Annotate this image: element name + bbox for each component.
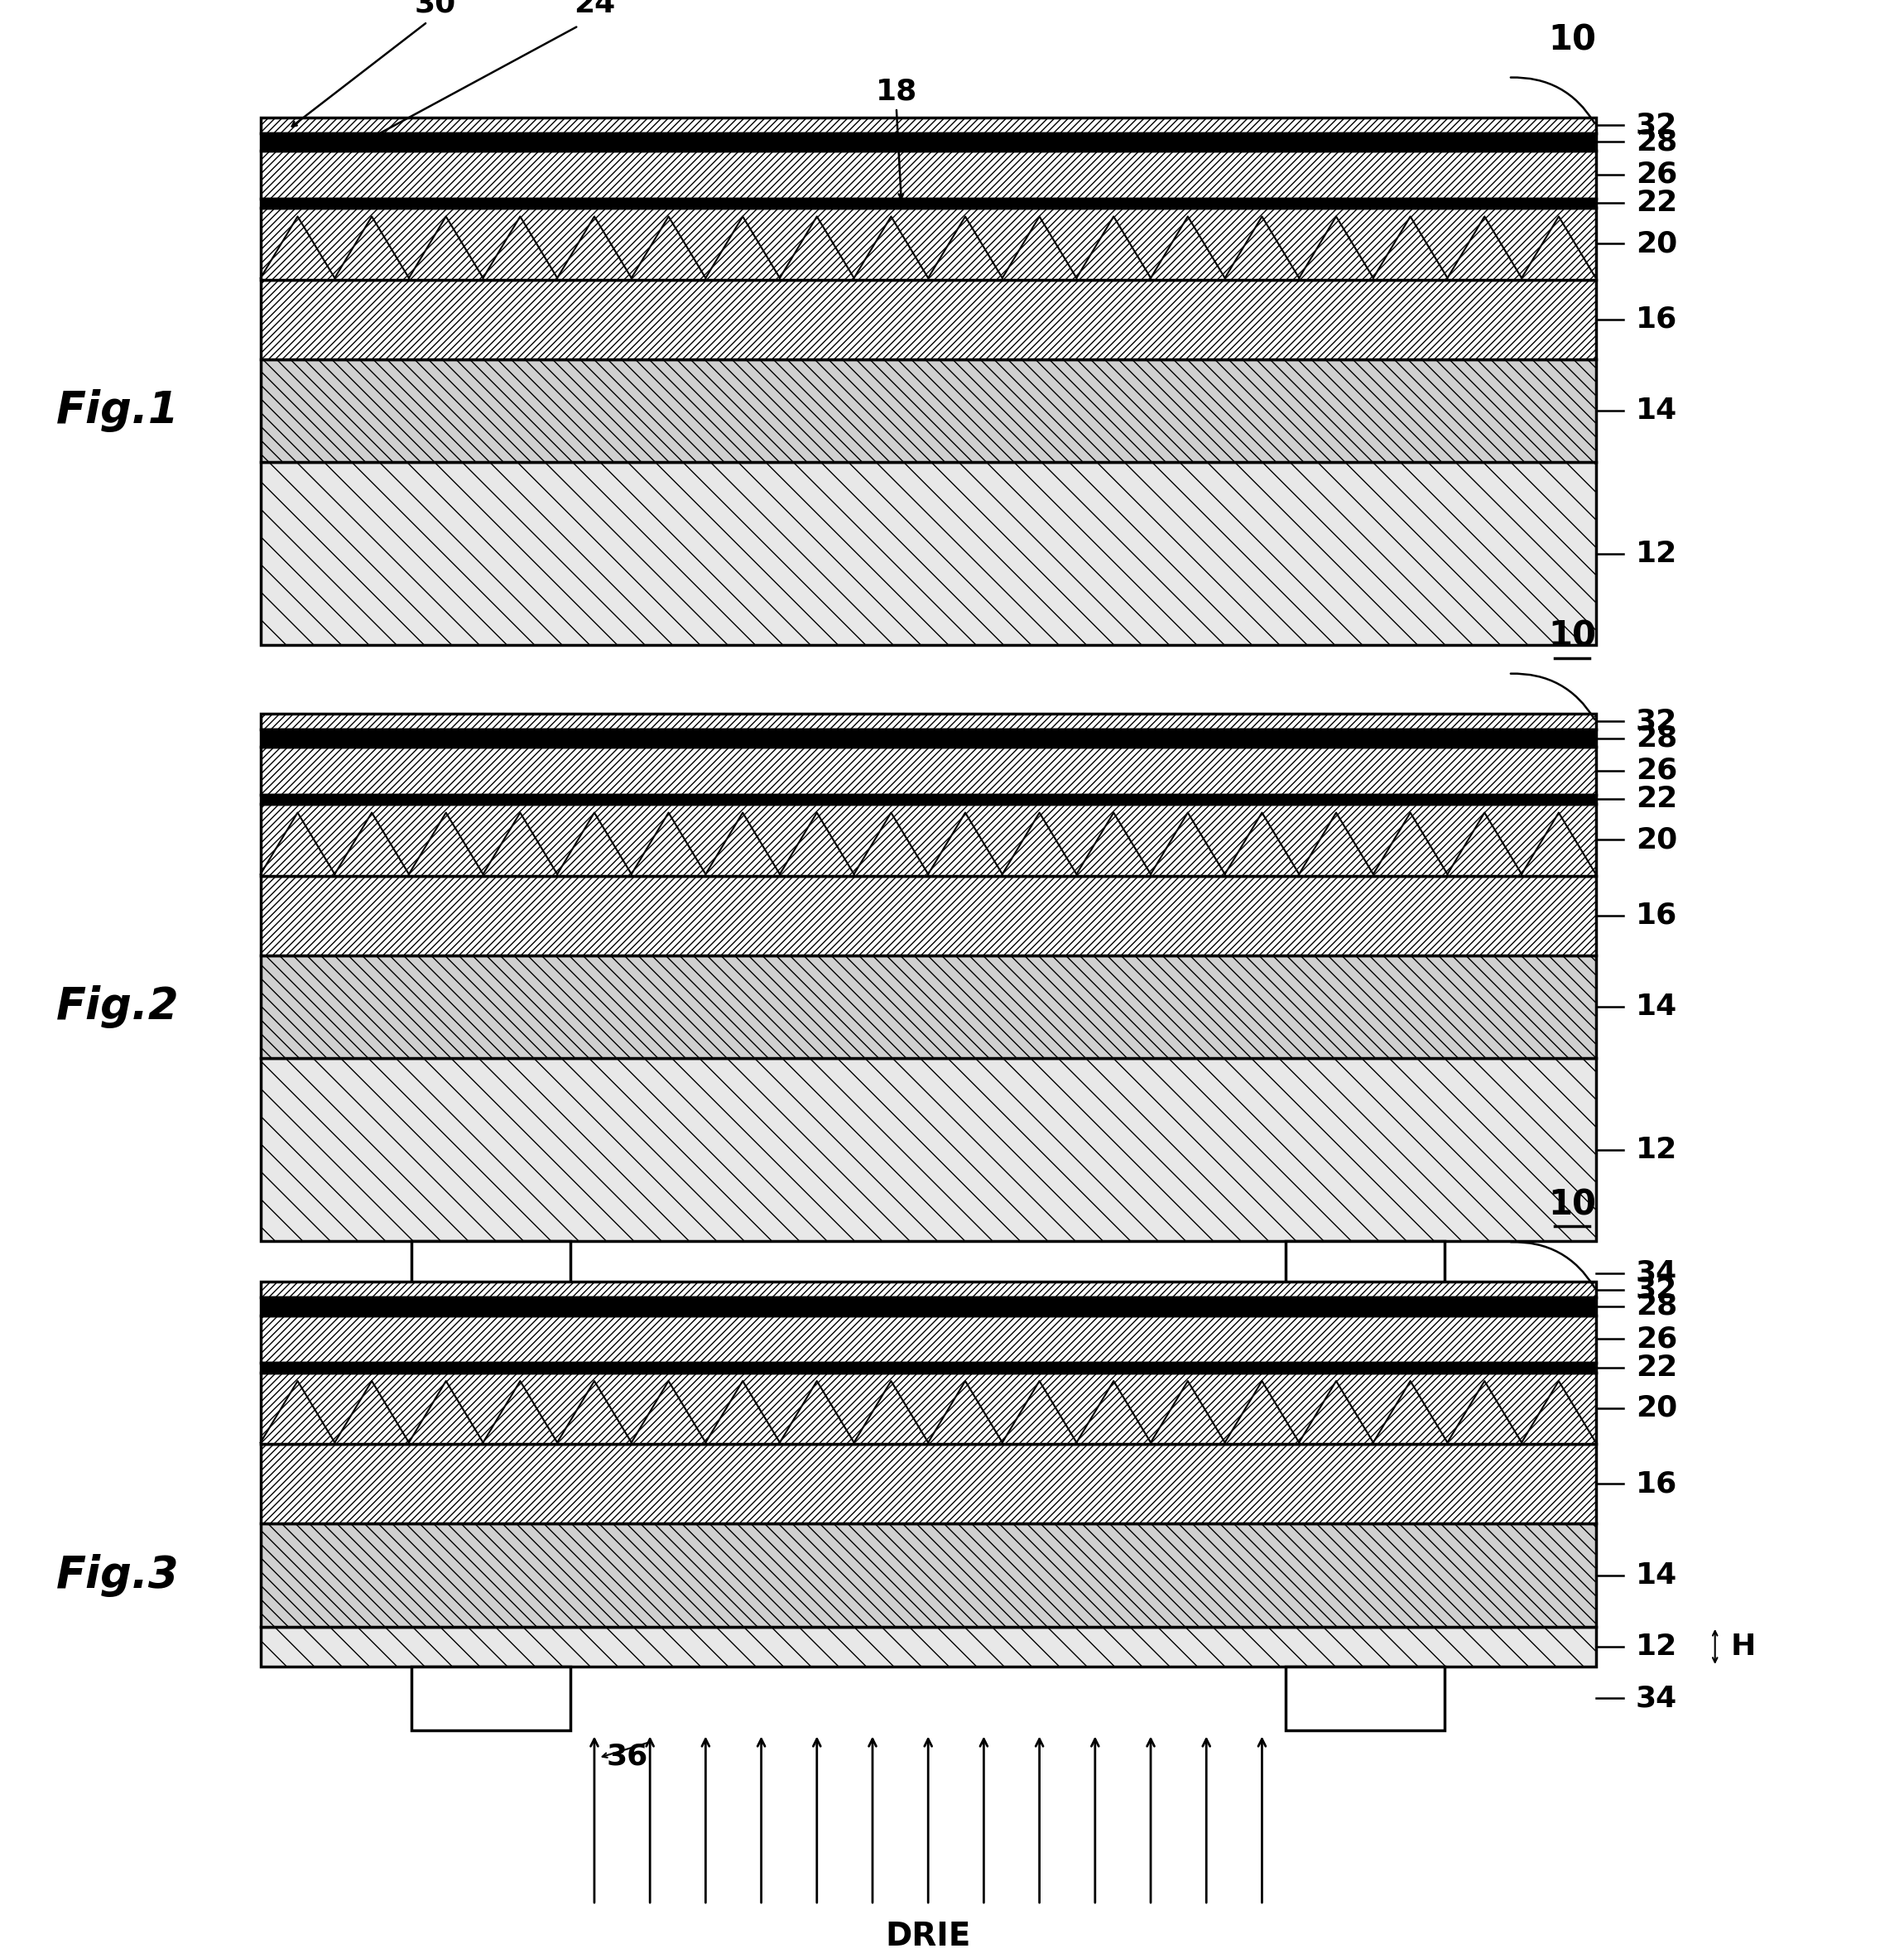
Text: 28: 28 [1636, 724, 1677, 752]
Text: 24: 24 [573, 0, 615, 18]
Text: Fig.1: Fig.1 [55, 390, 179, 433]
Text: 26: 26 [1636, 756, 1677, 785]
Text: 34: 34 [1636, 1684, 1677, 1713]
Text: 28: 28 [1636, 127, 1677, 157]
Text: 16: 16 [1636, 901, 1677, 930]
Text: 28: 28 [1636, 1292, 1677, 1320]
Bar [261, 1298, 1596, 1316]
Text: 12: 12 [1636, 540, 1677, 568]
Bar [261, 746, 1596, 795]
Text: 34: 34 [1636, 1259, 1677, 1286]
Bar [261, 1363, 1596, 1373]
Bar [261, 280, 1596, 358]
Bar [261, 151, 1596, 198]
Text: Fig.3: Fig.3 [55, 1553, 179, 1596]
Bar [261, 1316, 1596, 1363]
Bar [261, 117, 1596, 133]
Text: 32: 32 [1636, 112, 1677, 139]
Bar [411, 1666, 571, 1731]
Bar [261, 1373, 1596, 1443]
Text: 12: 12 [1636, 1633, 1677, 1660]
Text: 14: 14 [1636, 1561, 1677, 1590]
Text: 36: 36 [605, 1743, 647, 1770]
Text: 18: 18 [876, 76, 918, 106]
Bar [261, 462, 1596, 644]
Text: 32: 32 [1636, 707, 1677, 736]
Text: 14: 14 [1636, 397, 1677, 425]
Text: 20: 20 [1636, 826, 1677, 854]
Bar [411, 1241, 571, 1304]
Bar [261, 1282, 1596, 1298]
Text: 12: 12 [1636, 1136, 1677, 1163]
Bar [261, 875, 1596, 956]
Text: 16: 16 [1636, 305, 1677, 333]
Text: 22: 22 [1636, 1353, 1677, 1382]
Bar [261, 1059, 1596, 1241]
Bar [261, 133, 1596, 151]
Text: 10: 10 [1548, 619, 1596, 654]
Text: 14: 14 [1636, 993, 1677, 1020]
Text: 16: 16 [1636, 1470, 1677, 1498]
Text: 20: 20 [1636, 229, 1677, 258]
Text: 26: 26 [1636, 161, 1677, 188]
Bar [261, 795, 1596, 805]
Bar [1285, 1241, 1445, 1304]
Bar [261, 728, 1596, 746]
Bar [261, 208, 1596, 280]
Bar [261, 1443, 1596, 1523]
Text: 22: 22 [1636, 190, 1677, 217]
Bar [1285, 1666, 1445, 1731]
Bar [261, 1523, 1596, 1627]
Bar [261, 713, 1596, 728]
Bar [261, 805, 1596, 875]
Text: H: H [1731, 1633, 1755, 1660]
Bar [261, 1627, 1596, 1666]
Text: 20: 20 [1636, 1394, 1677, 1422]
Text: DRIE: DRIE [885, 1921, 971, 1952]
Bar [261, 198, 1596, 208]
Bar [261, 956, 1596, 1059]
Text: 26: 26 [1636, 1326, 1677, 1353]
Text: 22: 22 [1636, 785, 1677, 813]
Bar [261, 358, 1596, 462]
Text: Fig.2: Fig.2 [55, 985, 179, 1028]
Text: 32: 32 [1636, 1277, 1677, 1304]
Text: 10: 10 [1548, 1187, 1596, 1222]
Text: 10: 10 [1548, 23, 1596, 57]
Text: 30: 30 [415, 0, 457, 18]
